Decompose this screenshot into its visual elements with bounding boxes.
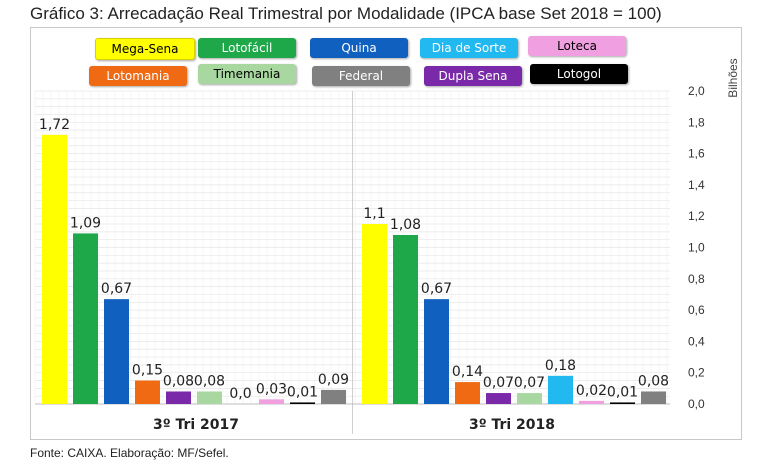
legend-item: Lotofácil bbox=[198, 38, 296, 58]
bar bbox=[73, 233, 98, 404]
bar-value-label: 1,1 bbox=[363, 206, 385, 222]
bar-value-label: 0,67 bbox=[101, 281, 132, 297]
y-axis-label: Bilhões bbox=[726, 58, 740, 97]
bar bbox=[393, 234, 418, 404]
source-note: Fonte: CAIXA. Elaboração: MF/Sefel. bbox=[30, 446, 229, 460]
bar bbox=[424, 299, 449, 404]
y-tick-label: 0,2 bbox=[688, 366, 705, 380]
bar bbox=[641, 391, 666, 404]
y-tick-label: 1,8 bbox=[688, 115, 705, 129]
bar bbox=[259, 399, 284, 404]
bar bbox=[135, 380, 160, 404]
y-tick-label: 0,8 bbox=[688, 272, 705, 286]
x-category-label: 3º Tri 2018 bbox=[469, 417, 555, 433]
bar-value-label: 0,07 bbox=[514, 375, 545, 391]
bar bbox=[42, 134, 67, 404]
legend-item: Lotomania bbox=[89, 66, 187, 86]
bar-value-label: 0,14 bbox=[452, 364, 483, 380]
y-tick-label: 1,0 bbox=[688, 241, 705, 255]
y-tick-label: 2,0 bbox=[688, 84, 705, 98]
bar bbox=[548, 375, 573, 404]
bar bbox=[166, 391, 191, 404]
bar bbox=[579, 400, 604, 404]
bar bbox=[486, 393, 511, 404]
legend-item: Loteca bbox=[528, 36, 626, 56]
legend-item: Mega-Sena bbox=[95, 38, 195, 60]
chart-title: Gráfico 3: Arrecadação Real Trimestral p… bbox=[30, 4, 662, 23]
legend-item: Dia de Sorte bbox=[420, 38, 518, 58]
bar-value-label: 0,01 bbox=[287, 384, 318, 400]
bar bbox=[362, 224, 387, 404]
bar-value-label: 0,03 bbox=[256, 381, 287, 397]
y-tick-label: 1,6 bbox=[688, 147, 705, 161]
x-category-label: 3º Tri 2017 bbox=[153, 417, 239, 433]
bar-value-label: 0,18 bbox=[545, 358, 576, 374]
bar-value-label: 0,67 bbox=[421, 281, 452, 297]
bar bbox=[290, 402, 315, 404]
bar-value-label: 0,08 bbox=[638, 373, 669, 389]
y-tick-label: 0,0 bbox=[688, 397, 705, 411]
bar-value-label: 0,08 bbox=[194, 373, 225, 389]
bar-value-label: 0,07 bbox=[483, 375, 514, 391]
y-tick-label: 1,4 bbox=[688, 178, 705, 192]
bar-value-label: 0,0 bbox=[229, 386, 251, 402]
y-tick-label: 0,4 bbox=[688, 334, 705, 348]
bar-value-label: 0,08 bbox=[163, 373, 194, 389]
bar-value-label: 0,09 bbox=[318, 372, 349, 388]
bar bbox=[610, 402, 635, 404]
y-tick-label: 1,2 bbox=[688, 209, 705, 223]
legend-item: Timemania bbox=[198, 64, 296, 84]
bar-value-label: 1,09 bbox=[70, 215, 101, 231]
bar bbox=[517, 393, 542, 404]
bar bbox=[321, 389, 346, 404]
bar-value-label: 1,72 bbox=[39, 117, 70, 133]
bar-value-label: 0,02 bbox=[576, 383, 607, 399]
legend-item: Dupla Sena bbox=[424, 66, 522, 86]
bar-value-label: 0,15 bbox=[132, 363, 163, 379]
bar-value-label: 0,01 bbox=[607, 384, 638, 400]
bar bbox=[197, 391, 222, 404]
bar bbox=[455, 382, 480, 404]
legend-item: Federal bbox=[312, 66, 410, 86]
legend-item: Lotogol bbox=[530, 64, 628, 84]
legend-item: Quina bbox=[310, 38, 408, 58]
y-tick-label: 0,6 bbox=[688, 303, 705, 317]
bar bbox=[104, 299, 129, 404]
bar-value-label: 1,08 bbox=[390, 217, 421, 233]
